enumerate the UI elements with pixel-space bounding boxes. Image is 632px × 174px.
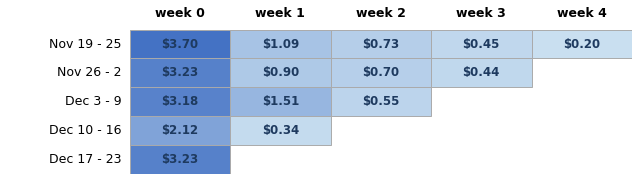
Text: $3.23: $3.23 (161, 153, 198, 166)
Text: $0.45: $0.45 (463, 38, 500, 50)
Text: $0.70: $0.70 (362, 66, 399, 79)
Bar (230, 58, 331, 87)
Text: $0.34: $0.34 (262, 124, 299, 137)
Bar (230, 87, 331, 116)
Bar (532, 30, 632, 58)
Text: week 4: week 4 (557, 7, 607, 20)
Text: Dec 3 - 9: Dec 3 - 9 (65, 95, 122, 108)
Text: $3.18: $3.18 (161, 95, 198, 108)
Text: Nov 19 - 25: Nov 19 - 25 (49, 38, 122, 50)
Text: $0.55: $0.55 (362, 95, 399, 108)
Bar (130, 30, 230, 58)
Text: $1.09: $1.09 (262, 38, 299, 50)
Bar (130, 87, 230, 116)
Text: $0.20: $0.20 (563, 38, 600, 50)
Text: $1.51: $1.51 (262, 95, 299, 108)
Bar (331, 30, 431, 58)
Text: Dec 10 - 16: Dec 10 - 16 (49, 124, 122, 137)
Bar (230, 30, 331, 58)
Bar (331, 87, 431, 116)
Text: week 1: week 1 (255, 7, 305, 20)
Text: week 0: week 0 (155, 7, 205, 20)
Text: Dec 17 - 23: Dec 17 - 23 (49, 153, 122, 166)
Bar (130, 145, 230, 174)
Bar (130, 58, 230, 87)
Text: Nov 26 - 2: Nov 26 - 2 (58, 66, 122, 79)
Text: $0.73: $0.73 (362, 38, 399, 50)
Bar (431, 30, 532, 58)
Text: week 3: week 3 (456, 7, 506, 20)
Bar (331, 58, 431, 87)
Text: $0.90: $0.90 (262, 66, 299, 79)
Text: week 2: week 2 (356, 7, 406, 20)
Bar (130, 116, 230, 145)
Text: $3.23: $3.23 (161, 66, 198, 79)
Bar (431, 58, 532, 87)
Text: $0.44: $0.44 (463, 66, 500, 79)
Text: $3.70: $3.70 (161, 38, 198, 50)
Bar (230, 116, 331, 145)
Text: $2.12: $2.12 (161, 124, 198, 137)
